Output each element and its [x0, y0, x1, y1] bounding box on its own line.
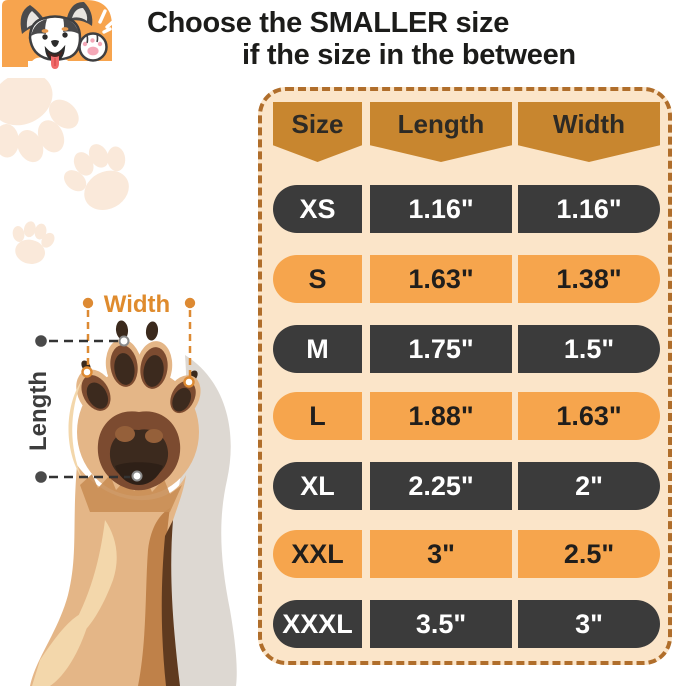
toe-pads	[81, 345, 196, 414]
width-cell: 3"	[518, 600, 660, 648]
table-row-l: L 1.88" 1.63"	[262, 392, 668, 440]
paw-shadow	[161, 355, 237, 686]
column-header-size: Size	[273, 102, 362, 162]
width-cell: 1.63"	[518, 392, 660, 440]
column-header-size-label: Size	[291, 109, 344, 139]
paw-measurement-diagram	[30, 297, 237, 686]
background-paw-print-icons	[0, 78, 148, 269]
table-row-xxxl: XXXL 3.5" 3"	[262, 600, 668, 648]
column-header-width-label: Width	[553, 109, 625, 139]
corgi-mascot-icon	[2, 0, 118, 86]
length-cell: 3"	[370, 530, 512, 578]
size-cell: XXXL	[273, 600, 362, 648]
column-header-length: Length	[370, 102, 512, 162]
page-title-line2: if the size in the between	[242, 39, 576, 71]
size-cell: XS	[273, 185, 362, 233]
length-cell: 1.75"	[370, 325, 512, 373]
table-row-xl: XL 2.25" 2"	[262, 462, 668, 510]
page-title-line1: Choose the SMALLER size	[147, 7, 510, 39]
length-measure-marks	[35, 335, 143, 483]
table-row-s: S 1.63" 1.38"	[262, 255, 668, 303]
size-cell: M	[273, 325, 362, 373]
central-pad	[97, 411, 181, 491]
width-cell: 1.38"	[518, 255, 660, 303]
size-cell: XL	[273, 462, 362, 510]
width-cell: 1.16"	[518, 185, 660, 233]
width-cell: 2.5"	[518, 530, 660, 578]
width-axis-label: Width	[103, 291, 171, 318]
column-header-length-label: Length	[397, 109, 485, 139]
size-cell: XXL	[273, 530, 362, 578]
length-cell: 1.63"	[370, 255, 512, 303]
size-cell: L	[273, 392, 362, 440]
length-cell: 1.16"	[370, 185, 512, 233]
length-cell: 2.25"	[370, 462, 512, 510]
length-cell: 1.88"	[370, 392, 512, 440]
column-header-width: Width	[518, 102, 660, 162]
table-row-xxl: XXL 3" 2.5"	[262, 530, 668, 578]
table-row-m: M 1.75" 1.5"	[262, 325, 668, 373]
width-cell: 2"	[518, 462, 660, 510]
size-chart-panel: Size Length Width XS 1.16" 1.16" S 1.63"…	[258, 87, 672, 665]
length-axis-label: Length	[25, 371, 52, 451]
table-row-xs: XS 1.16" 1.16"	[262, 185, 668, 233]
length-cell: 3.5"	[370, 600, 512, 648]
size-cell: S	[273, 255, 362, 303]
width-measure-marks	[81, 297, 196, 388]
width-cell: 1.5"	[518, 325, 660, 373]
